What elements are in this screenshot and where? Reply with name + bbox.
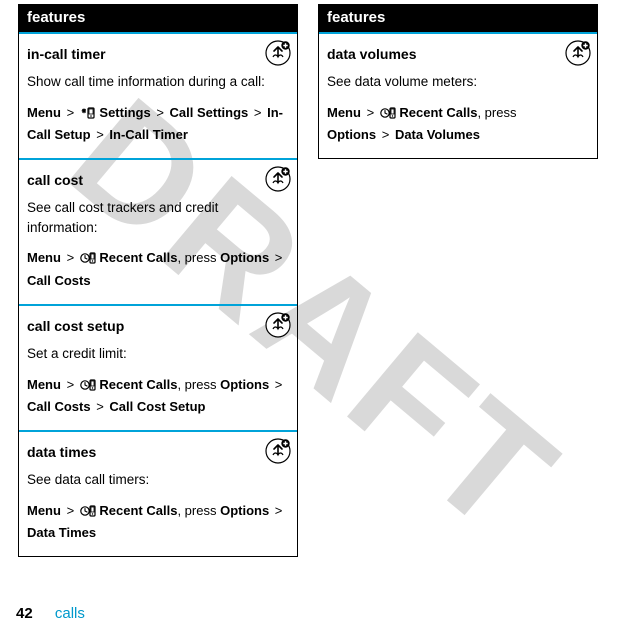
path-separator: > — [61, 250, 80, 265]
feature-description: Set a credit limit: — [27, 344, 289, 364]
right-column: features data volumes See data volume met… — [318, 4, 598, 557]
path-segment: Options — [220, 250, 269, 265]
path-separator: > — [269, 250, 284, 265]
columns: features in-call timer Show call time inf… — [18, 4, 610, 557]
feature-path: Menu > Recent Calls, press Options > Dat… — [327, 102, 589, 146]
path-separator: > — [91, 127, 110, 142]
path-segment: Call Settings — [170, 105, 249, 120]
feature-description: Show call time information during a call… — [27, 72, 289, 92]
path-separator: > — [361, 105, 380, 120]
optional-feature-icon — [565, 40, 591, 66]
feature-title: call cost — [27, 170, 289, 190]
feature-title: call cost setup — [27, 316, 289, 336]
feature-path: Menu > Settings > Call Settings > In-Cal… — [27, 102, 289, 146]
path-segment: In-Call Timer — [109, 127, 188, 142]
optional-feature-icon — [265, 40, 291, 66]
feature-path: Menu > Recent Calls, press Options > Cal… — [27, 374, 289, 418]
page: features in-call timer Show call time inf… — [0, 0, 628, 557]
feature-title: in-call timer — [27, 44, 289, 64]
path-segment: Call Costs — [27, 273, 91, 288]
feature-cell: in-call timer Show call time information … — [19, 34, 297, 160]
recent-icon — [380, 105, 396, 119]
path-segment: Recent Calls — [399, 105, 477, 120]
footer: 42 calls — [16, 605, 85, 622]
path-separator: > — [151, 105, 170, 120]
path-segment: Menu — [27, 105, 61, 120]
right-table: features data volumes See data volume met… — [318, 4, 598, 159]
page-number: 42 — [16, 605, 33, 622]
path-text: , press — [477, 105, 516, 120]
path-segment: Settings — [99, 105, 150, 120]
path-separator: > — [91, 399, 110, 414]
path-segment: Call Cost Setup — [109, 399, 205, 414]
path-segment: Options — [220, 503, 269, 518]
feature-title: data times — [27, 442, 289, 462]
path-text: , press — [177, 250, 220, 265]
path-separator: > — [269, 503, 284, 518]
path-separator: > — [248, 105, 267, 120]
feature-cell: call cost See call cost trackers and cred… — [19, 160, 297, 306]
feature-path: Menu > Recent Calls, press Options > Dat… — [27, 500, 289, 544]
path-segment: Recent Calls — [99, 503, 177, 518]
optional-feature-icon — [265, 312, 291, 338]
recent-icon — [80, 377, 96, 391]
path-separator: > — [61, 503, 80, 518]
path-segment: Menu — [327, 105, 361, 120]
path-segment: Menu — [27, 250, 61, 265]
path-segment: Recent Calls — [99, 377, 177, 392]
recent-icon — [80, 250, 96, 264]
path-separator: > — [269, 377, 284, 392]
feature-cell: call cost setup Set a credit limit: Menu >… — [19, 306, 297, 432]
feature-cell: data volumes See data volume meters: Menu … — [319, 34, 597, 158]
path-segment: Recent Calls — [99, 250, 177, 265]
path-separator: > — [61, 377, 80, 392]
path-text: , press — [177, 377, 220, 392]
path-separator: > — [376, 127, 395, 142]
optional-feature-icon — [265, 166, 291, 192]
feature-path: Menu > Recent Calls, press Options > Cal… — [27, 247, 289, 291]
optional-feature-icon — [265, 438, 291, 464]
feature-description: See call cost trackers and credit inform… — [27, 198, 289, 237]
section-name: calls — [37, 605, 85, 622]
path-segment: Options — [327, 127, 376, 142]
feature-title: data volumes — [327, 44, 589, 64]
left-column: features in-call timer Show call time inf… — [18, 4, 298, 557]
path-separator: > — [61, 105, 80, 120]
path-segment: Menu — [27, 377, 61, 392]
feature-description: See data call timers: — [27, 470, 289, 490]
path-segment: Options — [220, 377, 269, 392]
path-segment: Data Times — [27, 525, 96, 540]
path-segment: Call Costs — [27, 399, 91, 414]
table-header: features — [319, 5, 597, 34]
path-segment: Menu — [27, 503, 61, 518]
table-header: features — [19, 5, 297, 34]
path-text: , press — [177, 503, 220, 518]
left-table: features in-call timer Show call time inf… — [18, 4, 298, 557]
settings-icon — [80, 105, 96, 119]
path-segment: Data Volumes — [395, 127, 480, 142]
feature-cell: data times See data call timers: Menu > Re… — [19, 432, 297, 556]
feature-description: See data volume meters: — [327, 72, 589, 92]
recent-icon — [80, 503, 96, 517]
